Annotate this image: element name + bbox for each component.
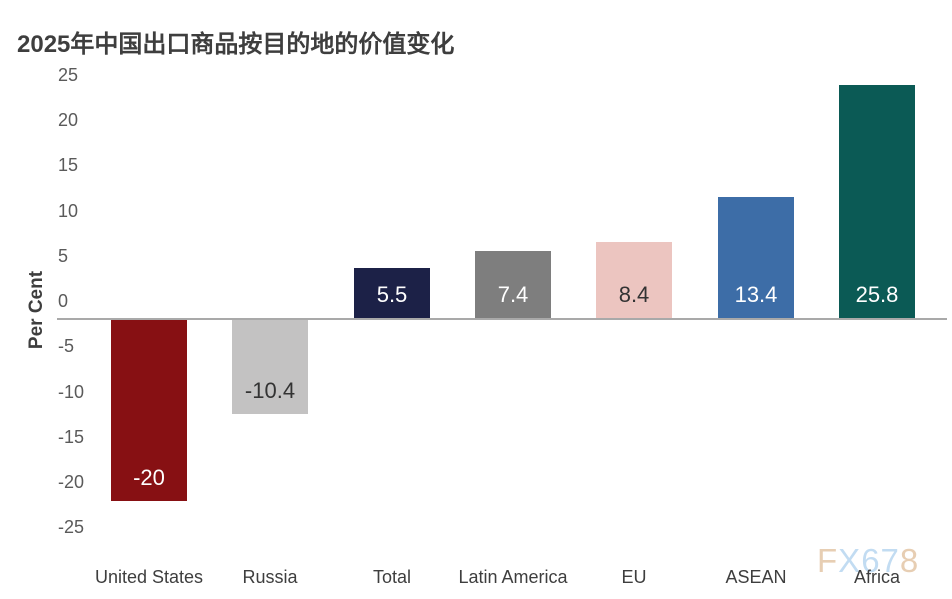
- watermark-fx678: FX678: [817, 542, 919, 580]
- x-category-label: EU: [621, 567, 647, 587]
- x-axis-zero-line: [57, 318, 947, 320]
- x-category-label: Latin America: [458, 567, 568, 587]
- y-axis-title: Per Cent: [26, 270, 47, 350]
- watermark-letter: 8: [899, 542, 920, 579]
- x-category-label: Russia: [242, 567, 298, 587]
- watermark-letter: F: [817, 542, 839, 579]
- bar-value-label: 5.5: [376, 282, 408, 307]
- x-category-label: Africa: [853, 567, 900, 587]
- x-category-label: United States: [94, 567, 204, 587]
- bar-value-label: 13.4: [734, 282, 778, 307]
- bar-value-label: 8.4: [618, 282, 650, 307]
- watermark-letter: 7: [880, 542, 900, 579]
- y-tick-label: -20: [58, 472, 85, 492]
- bar-total: [354, 268, 430, 318]
- y-tick-label: 25: [58, 64, 79, 85]
- watermark-letter: 6: [861, 542, 881, 579]
- y-tick-label: -15: [58, 426, 85, 447]
- y-tick-label: 10: [58, 200, 79, 221]
- x-category-label: ASEAN: [725, 567, 787, 587]
- chart-title: 2025年中国出口商品按目的地的价值变化: [17, 31, 455, 58]
- bar-russia: [232, 320, 308, 415]
- bar-value-label: 7.4: [497, 282, 529, 307]
- y-tick-label: -5: [58, 336, 75, 357]
- x-category-label: Total: [372, 567, 412, 587]
- y-tick-label: 15: [58, 155, 79, 176]
- y-tick-label: 20: [58, 110, 79, 130]
- bar-eu: [596, 241, 672, 318]
- bar-united-states: [111, 320, 187, 501]
- bar-asean: [718, 196, 794, 318]
- bar-africa: [839, 84, 915, 318]
- bar-value-label: -10.4: [244, 378, 296, 404]
- y-tick-label: -25: [58, 517, 85, 538]
- bar-latin-america: [475, 251, 551, 318]
- bar-value-label: -20: [133, 465, 165, 490]
- bar-value-label: 25.8: [855, 282, 899, 307]
- y-tick-label: -10: [58, 381, 85, 402]
- y-tick-label: 0: [58, 291, 69, 311]
- y-tick-label: 5: [58, 245, 69, 266]
- watermark-letter: X: [838, 542, 862, 579]
